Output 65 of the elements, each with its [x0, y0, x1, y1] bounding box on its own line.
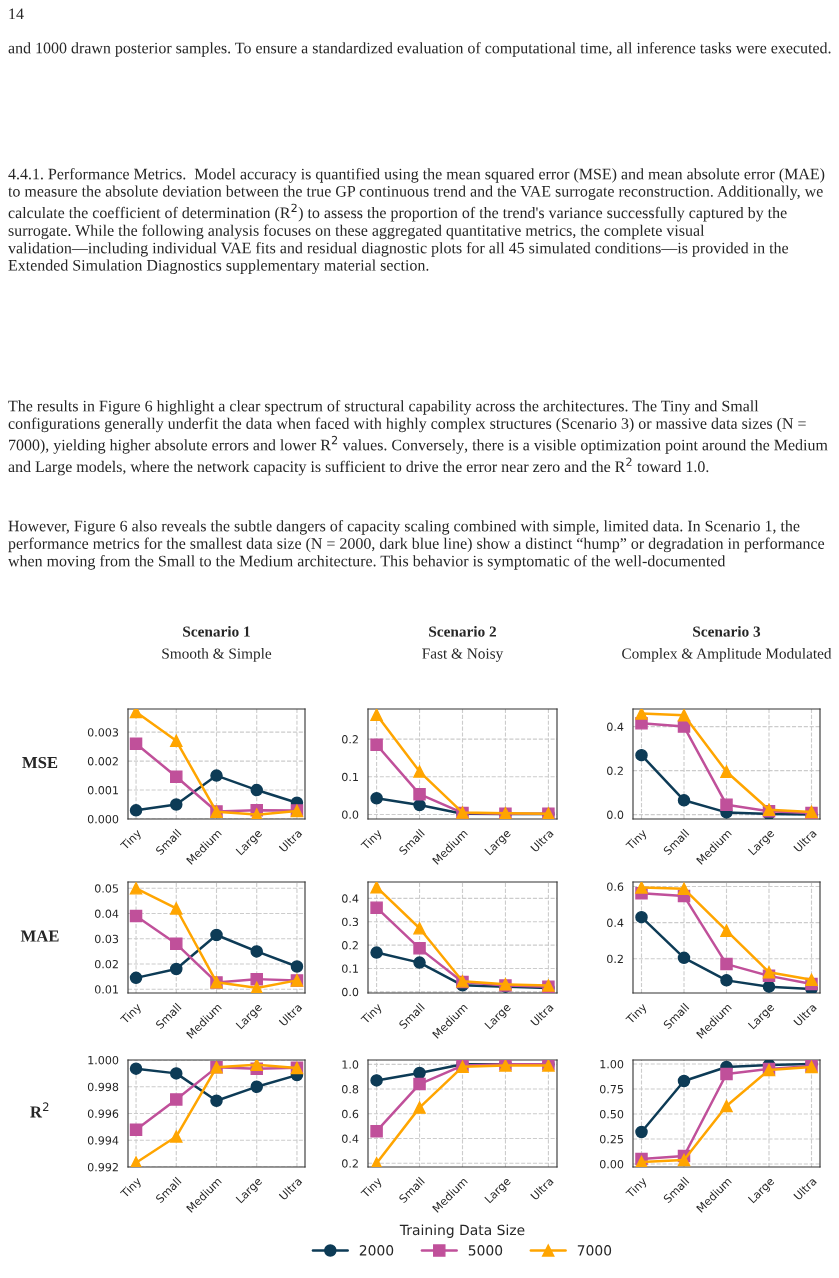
x-tick-label: Tiny	[625, 1176, 649, 1201]
text: 4.4.1. Performance Metrics. Model accuracy is quantified using the mean squared error (MSE) and mean absolute error (MAE) to measure the absolute deviation between the true GP continuous trend and the VAE surrogate reconstruction. Additionally, we calculate the coefficient of determination (R$^{2}$) to assess the proportion of the trend's variance successfully captured by the surrogate. While the following analysis focuses on these aggregated quantitative metrics, the complete visual validation—including individual VAE fits and residual diagnostic plots for all 45 simulated conditions—is provided in the Extended Simulation Diagnostics supplementary material section.	[8, 168, 825, 274]
y-tick-label: 0.4	[342, 894, 359, 903]
y-tick-label: 0.75	[599, 1084, 623, 1094]
x-tick-label: Tiny	[119, 1176, 144, 1201]
y-tick-label: 0.02	[94, 959, 118, 969]
x-tick-label: Tiny	[360, 1176, 384, 1201]
y-tick-label: 1.00	[600, 1059, 624, 1069]
y-tick-label: 0.0	[342, 810, 359, 819]
text: 14	[9, 8, 24, 20]
y-tick-label: 0.6	[607, 882, 624, 891]
y-tick-label: 0.2	[342, 941, 358, 950]
y-tick-label: 0.0	[607, 810, 624, 819]
y-tick-label: 0.00	[599, 1159, 624, 1169]
y-tick-label: 0.992	[87, 1162, 118, 1172]
chart-subtitle: Complex & Amplitude Modulated	[622, 648, 832, 662]
y-tick-label: 1.000	[88, 1055, 119, 1065]
y-tick-label: 0.25	[599, 1134, 623, 1144]
y-tick-label: 0.2	[607, 766, 623, 775]
y-tick-label: 0.2	[342, 735, 358, 744]
y-tick-label: 0.01	[94, 985, 118, 994]
chart-subtitle: Smooth & Simple	[162, 648, 272, 662]
chart-title: Scenario 1	[183, 626, 250, 637]
x-tick-label: Tiny	[119, 1002, 144, 1027]
y-tick-label: 0.50	[599, 1109, 624, 1119]
legend-label: 5000	[468, 1245, 503, 1256]
chart-subtitle: Fast & Noisy	[422, 648, 504, 662]
y-tick-label: 0.4	[607, 722, 624, 731]
y-tick-label: 0.002	[87, 757, 118, 766]
legend-title: Training Data Size	[399, 1224, 525, 1238]
y-tick-label: 0.0	[342, 987, 359, 997]
y-tick-label: 0.1	[342, 772, 358, 782]
y-tick-label: 0.000	[87, 814, 119, 824]
y-tick-label: 0.994	[87, 1136, 119, 1145]
text: and 1000 drawn posterior samples. To ensure a standardized evaluation of computational time, all inference tasks were executed.	[8, 42, 831, 57]
text: The results in Figure 6 highlight a clear spectrum of structural capability across the architectures. The Tiny and Small configurations generally underfit the data when faced with highly complex structures (Scenario 3) or massive data sizes (N = 7000), yielding higher absolute errors and lower R$^{2}$ values. Conversely, there is a visible optimization point around the Medium and Large models, where the network capacity is sufficient to drive the error near zero and the R$^{2}$ toward 1.0.	[8, 400, 828, 476]
y-tick-label: 0.2	[342, 1159, 358, 1168]
x-tick-label: Tiny	[119, 828, 144, 853]
chart-title: Scenario 3	[693, 626, 761, 637]
chart-title: Scenario 2	[429, 626, 496, 637]
y-tick-label: 0.3	[342, 917, 359, 927]
y-tick-label: 0.998	[87, 1082, 119, 1092]
y-tick-label: 0.4	[607, 918, 624, 927]
y-tick-label: 0.003	[87, 728, 119, 737]
y-tick-label: 1.0	[342, 1060, 359, 1069]
y-tick-label: 0.8	[342, 1085, 359, 1094]
x-tick-label: Tiny	[360, 828, 384, 853]
y-tick-label: 0.2	[607, 954, 623, 964]
x-tick-label: Tiny	[360, 1002, 384, 1027]
y-tick-label: 0.05	[94, 884, 118, 893]
y-axis-title: MAE	[20, 930, 59, 942]
y-tick-label: 0.996	[87, 1109, 119, 1118]
y-axis-title: MSE	[22, 756, 58, 769]
y-tick-label: 0.1	[342, 964, 358, 973]
text: However, Figure 6 also reveals the subtle dangers of capacity scaling combined with simple, limited data. In Scenario 1, the performance metrics for the smallest data size (N = 2000, dark blue line) show a distinct “hump” or degradation in performance when moving from the Small to the Medium architecture. This behavior is symptomatic of the well-documented	[8, 520, 825, 570]
y-tick-label: 0.001	[87, 786, 118, 795]
y-tick-label: 0.4	[342, 1134, 359, 1143]
y-axis-title: R$^{2}$	[30, 1102, 49, 1118]
y-tick-label: 0.04	[94, 909, 119, 918]
legend-label: 7000	[577, 1245, 612, 1256]
y-tick-label: 0.6	[342, 1109, 359, 1119]
y-tick-label: 0.03	[94, 934, 119, 944]
legend-label: 2000	[359, 1245, 394, 1256]
x-tick-label: Tiny	[625, 828, 649, 853]
x-tick-label: Tiny	[625, 1002, 649, 1027]
